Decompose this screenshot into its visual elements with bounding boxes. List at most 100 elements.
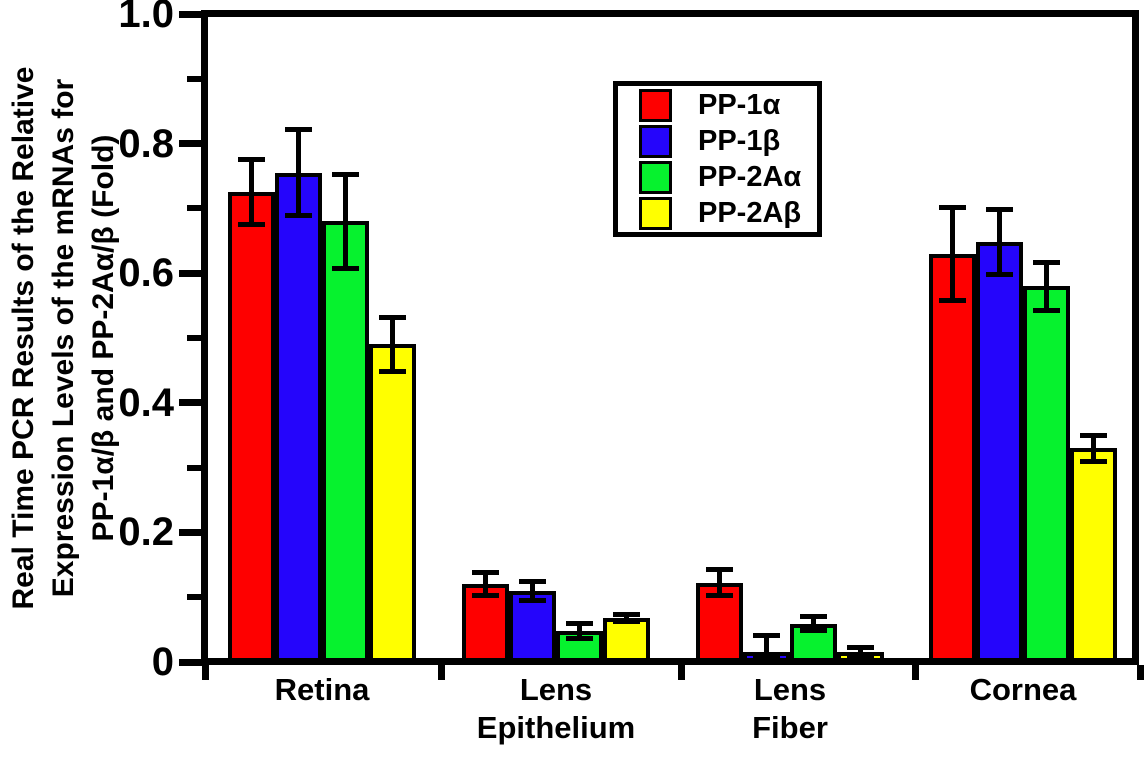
y-tick-major	[179, 269, 203, 277]
error-bar-cap-bottom	[285, 213, 312, 219]
error-bar-cap-bottom	[332, 265, 359, 271]
error-bar-line	[950, 207, 955, 301]
bar-PP-1α-Cornea	[929, 253, 976, 662]
y-tick-minor	[187, 594, 203, 601]
x-category-label-line: Retina	[274, 672, 370, 707]
error-bar-line	[577, 623, 582, 639]
x-category-label-line: Fiber	[752, 710, 828, 745]
error-bar-line	[530, 581, 535, 601]
error-bar-cap-bottom	[753, 653, 780, 659]
error-bar-cap-bottom	[238, 222, 265, 228]
bar-PP-1α-Retina	[228, 192, 275, 662]
x-axis-tick	[677, 665, 685, 680]
error-bar-line	[717, 569, 722, 596]
error-bar-cap-top	[800, 614, 827, 620]
legend-item: PP-1β	[618, 124, 817, 158]
x-axis-tick	[437, 665, 445, 680]
error-bar-cap-top	[847, 644, 874, 650]
error-bar-line	[858, 647, 863, 656]
error-bar-cap-top	[332, 172, 359, 178]
error-bar-line	[343, 174, 348, 268]
error-bar-cap-bottom	[613, 619, 640, 625]
y-tick-major	[179, 10, 203, 18]
legend-swatch	[639, 196, 672, 230]
x-category-label: Cornea	[883, 671, 1146, 709]
x-category-label-line: Epithelium	[476, 710, 636, 745]
error-bar-line	[764, 635, 769, 656]
bar-PP-2Aα-Cornea	[1023, 286, 1070, 662]
error-bar-cap-bottom	[939, 297, 966, 303]
y-tick-label: 0	[151, 640, 174, 684]
bar-PP-1β-Retina	[275, 172, 322, 662]
legend-swatch	[639, 88, 672, 122]
error-bar-cap-bottom	[472, 593, 499, 599]
error-bar-cap-top	[285, 127, 312, 133]
error-bar-cap-bottom	[1080, 458, 1107, 464]
error-bar-line	[997, 209, 1002, 275]
error-bar-line	[624, 614, 629, 622]
legend-item: PP-2Aα	[618, 160, 817, 194]
x-category-label-line: Lens	[519, 672, 593, 707]
bar-PP-1β-Cornea	[976, 242, 1023, 662]
error-bar-line	[296, 129, 301, 216]
bar-PP-2Aα-Retina	[322, 221, 369, 662]
y-tick-minor	[187, 205, 203, 212]
error-bar-cap-top	[706, 567, 733, 573]
error-bar-cap-bottom	[706, 593, 733, 599]
error-bar-cap-top	[986, 207, 1013, 213]
legend-label: PP-2Aα	[698, 161, 802, 193]
error-bar-line	[483, 572, 488, 596]
legend-item: PP-2Aβ	[618, 196, 817, 230]
legend: PP-1α PP-1β PP-2Aα PP-2Aβ	[613, 81, 822, 237]
error-bar-line	[249, 159, 254, 225]
error-bar-cap-bottom	[566, 635, 593, 641]
error-bar-cap-bottom	[1033, 307, 1060, 313]
error-bar-line	[811, 616, 816, 631]
error-bar-cap-top	[566, 621, 593, 627]
error-bar-cap-top	[519, 578, 546, 584]
x-axis-tick	[1136, 665, 1144, 680]
legend-item: PP-1α	[618, 88, 817, 122]
y-tick-label: 0.8	[118, 121, 174, 166]
legend-swatch	[639, 160, 672, 194]
error-bar-cap-top	[379, 314, 406, 320]
error-bar-cap-top	[753, 632, 780, 638]
x-category-label-line: Cornea	[969, 672, 1077, 707]
error-bar-cap-top	[238, 157, 265, 163]
error-bar-cap-bottom	[800, 628, 827, 634]
y-tick-minor	[187, 75, 203, 82]
bar-PP-2Aβ-Cornea	[1070, 448, 1117, 662]
x-category-label-line: Lens	[753, 672, 827, 707]
x-category-label: Lens Fiber	[650, 671, 930, 747]
y-tick-major	[179, 528, 203, 536]
y-tick-label: 0.2	[118, 510, 174, 555]
error-bar-cap-top	[613, 611, 640, 617]
x-axis-tick	[201, 665, 209, 680]
y-tick-label: 0.6	[118, 251, 174, 296]
error-bar-cap-bottom	[847, 653, 874, 659]
y-tick-major	[179, 658, 203, 666]
legend-label: PP-2Aβ	[698, 197, 802, 229]
error-bar-cap-top	[472, 570, 499, 576]
y-tick-minor	[187, 464, 203, 471]
bar-PP-2Aβ-Retina	[369, 344, 416, 662]
y-tick-major	[179, 399, 203, 407]
x-category-label: Lens Epithelium	[416, 671, 696, 747]
error-bar-cap-bottom	[519, 597, 546, 603]
error-bar-line	[390, 317, 395, 372]
legend-swatch	[639, 124, 672, 158]
x-category-label: Retina	[182, 671, 462, 709]
y-tick-major	[179, 140, 203, 148]
error-bar-cap-bottom	[379, 369, 406, 375]
y-tick-label: 0.4	[118, 380, 174, 425]
error-bar-cap-top	[1080, 432, 1107, 438]
x-axis-tick	[911, 665, 919, 680]
error-bar-line	[1044, 262, 1049, 311]
legend-label: PP-1α	[698, 89, 781, 121]
y-tick-minor	[187, 335, 203, 341]
error-bar-line	[1091, 435, 1096, 462]
error-bar-cap-top	[1033, 259, 1060, 265]
